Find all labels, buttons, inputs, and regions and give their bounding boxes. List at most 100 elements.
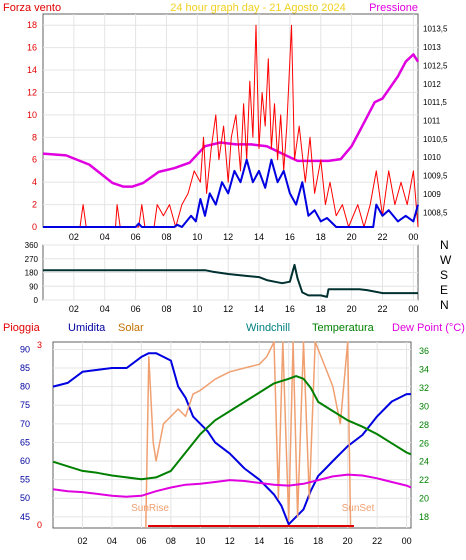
x-tick-label: 20 [347,304,357,314]
compass-labels: N W S E N [440,238,452,312]
x-tick-label: 18 [316,232,326,242]
top-chart-grid [43,14,418,228]
x-tick-label: 22 [372,536,382,546]
compass-e: E [440,283,448,297]
compass-w: W [440,253,452,267]
x-tick-label: 22 [377,304,387,314]
temperature-tick-label: 26 [419,438,429,448]
series-line [43,263,418,298]
left-tick-label: 10 [27,110,37,120]
top-chart-right-axis: 1008,5 1009 1009,5 1010 1010,5 1011 1011,5 1012… [423,25,448,218]
x-tick-label: 20 [347,232,357,242]
x-tick-label: 10 [195,536,205,546]
legend-humidity: Umidita [68,322,106,334]
humidity-tick-label: 90 [20,344,30,354]
humidity-tick-label: 75 [20,400,30,410]
bottom-chart-rain-axis: 30 [37,340,42,530]
bottom-legend: Pioggia Umidita Solar Windchill Temperat… [3,322,465,334]
bottom-chart-left-axis: 45 50 55 60 65 70 75 80 85 90 [20,344,30,521]
right-tick-label: 1009,5 [423,172,448,181]
x-tick-label: 02 [69,304,79,314]
x-tick-label: 02 [77,536,87,546]
left-tick-label: 12 [27,87,37,97]
wind-direction-grid [43,244,418,301]
right-tick-label: 1011 [423,117,441,126]
x-tick-label: 12 [223,232,233,242]
x-tick-label: 20 [343,536,353,546]
temperature-tick-label: 22 [419,475,429,485]
series-line [52,375,412,481]
temperature-tick-label: 28 [419,420,429,430]
bottom-chart-right-axis: 18 20 22 24 26 28 30 32 34 36 [419,346,429,522]
sunrise-label: SunRise [131,503,169,514]
rain-tick-label: 3 [37,340,42,350]
bottom-chart-plot-area [52,341,412,529]
sunset-label: SunSet [342,503,375,514]
bottom-chart-series [52,341,412,529]
legend-dew-point: Dew Point (°C) [392,322,465,334]
legend-solar: Solar [118,322,144,334]
x-tick-label: 08 [161,304,171,314]
x-tick-label: 02 [69,232,79,242]
x-tick-label: 04 [107,536,117,546]
wind-direction-axis: 0 90 180 270 360 [25,241,39,305]
direction-tick-label: 360 [25,241,39,250]
compass-n-bottom: N [440,298,449,312]
temperature-tick-label: 20 [419,494,429,504]
top-chart-plot-area [42,13,419,228]
x-tick-label: 18 [313,536,323,546]
left-tick-label: 2 [32,200,37,210]
left-tick-label: 0 [32,222,37,232]
left-tick-label: 18 [27,20,37,30]
right-tick-label: 1012 [423,80,441,89]
right-tick-label: 1010 [423,153,441,162]
direction-tick-label: 180 [25,269,39,278]
x-tick-label: 08 [166,536,176,546]
x-tick-label: 00 [408,232,418,242]
right-tick-label: 1011,5 [423,98,447,107]
right-tick-label: 1008,5 [423,208,448,217]
left-tick-label: 4 [32,177,37,187]
x-tick-label: 14 [254,232,264,242]
right-tick-label: 1013 [423,43,441,52]
temperature-tick-label: 32 [419,383,429,393]
humidity-tick-label: 60 [20,456,30,466]
temperature-tick-label: 24 [419,457,429,467]
x-tick-label: 10 [192,232,202,242]
left-tick-label: 16 [27,43,37,53]
direction-tick-label: 90 [29,282,38,291]
x-tick-label: 12 [225,536,235,546]
right-tick-label: 1010,5 [423,135,448,144]
compass-n-top: N [440,238,449,252]
humidity-tick-label: 50 [20,493,30,503]
temperature-tick-label: 30 [419,401,429,411]
wind-direction-series [43,263,418,298]
x-tick-label: 16 [285,232,295,242]
top-chart-left-axis: 0 2 4 6 8 10 12 14 16 18 [27,20,37,232]
pressure-label: Pressione [369,2,418,14]
legend-temperature: Temperatura [312,322,375,334]
top-chart-series [42,24,420,228]
legend-rain: Pioggia [3,322,41,334]
x-tick-label: 10 [192,304,202,314]
series-line [52,352,411,526]
wind-speed-label: Forza vento [3,2,61,14]
humidity-tick-label: 45 [20,512,30,522]
x-tick-label: 00 [402,536,412,546]
rain-tick-label: 0 [37,520,42,530]
legend-windchill: Windchill [246,322,290,334]
series-line [42,53,420,188]
x-tick-label: 06 [136,536,146,546]
bottom-chart-x-axis: 02 04 06 08 10 12 14 16 18 20 22 00 [77,536,411,546]
x-tick-label: 04 [100,304,110,314]
x-tick-label: 12 [223,304,233,314]
humidity-tick-label: 85 [20,363,30,373]
temperature-tick-label: 36 [419,346,429,356]
left-tick-label: 14 [27,65,37,75]
top-chart-x-axis: 02 04 06 08 10 12 14 16 18 20 22 00 [69,232,419,242]
humidity-tick-label: 55 [20,475,30,485]
temperature-tick-label: 34 [419,365,429,375]
right-tick-label: 1013,5 [423,25,448,34]
x-tick-label: 18 [316,304,326,314]
